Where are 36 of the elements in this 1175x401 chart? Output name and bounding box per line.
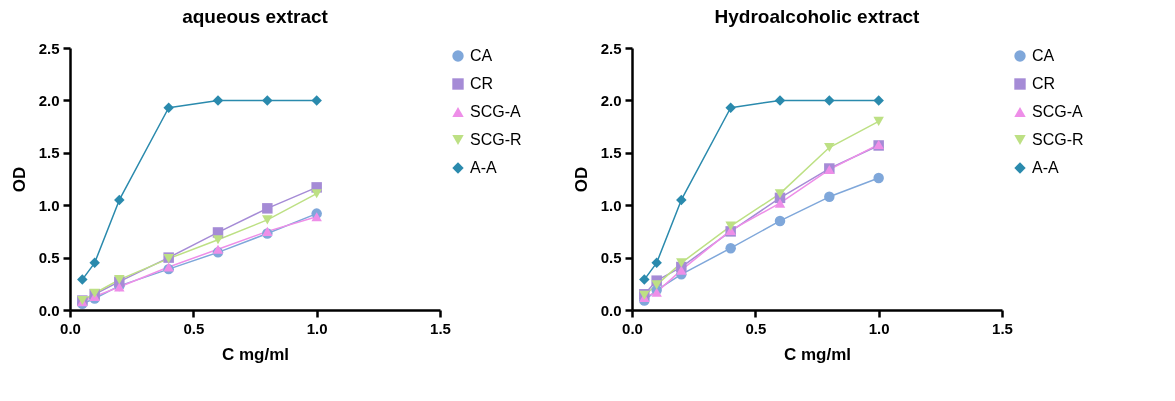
y-tick-label: 0.0 bbox=[38, 301, 60, 319]
y-tick-label: 1.5 bbox=[38, 144, 60, 162]
x-axis-title: C mg/ml bbox=[783, 344, 852, 364]
y-axis-title: OD bbox=[9, 166, 29, 193]
y-axis-title: OD bbox=[571, 166, 591, 193]
x-tick-label: 0.5 bbox=[183, 319, 205, 337]
x-axis-title: C mg/ml bbox=[221, 344, 290, 364]
legend-label: A-A bbox=[470, 159, 497, 176]
y-tick-label: 2.0 bbox=[600, 91, 622, 109]
y-tick-label: 2.5 bbox=[38, 39, 60, 57]
legend-label: CA bbox=[1032, 47, 1055, 64]
legend-label: SCG-A bbox=[470, 103, 521, 120]
y-tick-label: 1.0 bbox=[600, 196, 622, 214]
y-tick-label: 0.0 bbox=[600, 301, 622, 319]
y-tick-label: 1.0 bbox=[38, 196, 60, 214]
x-tick-label: 0.0 bbox=[60, 319, 81, 337]
x-tick-label: 1.5 bbox=[992, 319, 1013, 337]
chart-title: aqueous extract bbox=[182, 6, 329, 27]
y-tick-label: 2.5 bbox=[600, 39, 622, 57]
legend-label: A-A bbox=[1032, 159, 1059, 176]
y-tick-label: 1.5 bbox=[600, 144, 622, 162]
y-tick-label: 0.5 bbox=[38, 249, 60, 267]
y-tick-label: 0.5 bbox=[600, 249, 622, 267]
legend-label: CR bbox=[1032, 75, 1056, 92]
x-tick-label: 1.5 bbox=[430, 319, 451, 337]
chart-title: Hydroalcoholic extract bbox=[714, 6, 921, 27]
legend-label: SCG-R bbox=[470, 131, 522, 148]
legend-label: CA bbox=[470, 47, 493, 64]
x-tick-label: 0.0 bbox=[622, 319, 643, 337]
legend-label: SCG-R bbox=[1032, 131, 1084, 148]
x-tick-label: 0.5 bbox=[745, 319, 767, 337]
y-tick-label: 2.0 bbox=[38, 91, 60, 109]
x-tick-label: 1.0 bbox=[306, 319, 328, 337]
legend-label: SCG-A bbox=[1032, 103, 1083, 120]
x-tick-label: 1.0 bbox=[868, 319, 890, 337]
legend-label: CR bbox=[470, 75, 494, 92]
